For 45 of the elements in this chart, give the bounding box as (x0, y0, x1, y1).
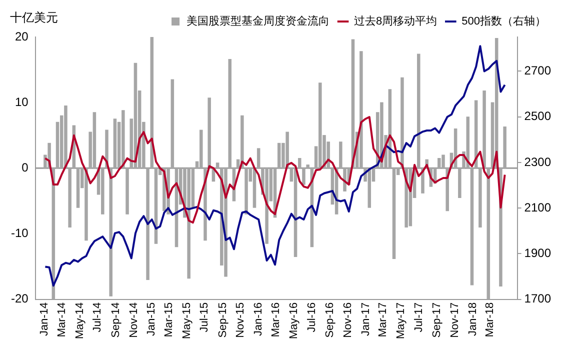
x-tick-label: Nov-15 (234, 302, 247, 338)
x-tick-label: Mar-15 (162, 302, 175, 338)
y-tick-label: -10 (11, 226, 29, 240)
x-tick-label: Jan-18 (466, 302, 479, 336)
y2-tick-label: 2100 (524, 200, 552, 214)
x-tick-label: Mar-17 (377, 302, 390, 338)
x-tick-label: Jul-14 (92, 302, 104, 332)
x-tick-label: Sep-16 (324, 302, 336, 338)
x-tick-label: Sep-14 (110, 302, 122, 338)
legend-label: 过去8周移动平均 (354, 14, 438, 28)
x-tick-label: May-15 (180, 302, 193, 340)
bar (265, 168, 268, 244)
x-tick-label: May-17 (395, 302, 408, 340)
y-axis-title: 十亿美元 (10, 10, 58, 24)
x-tick-label: Sep-17 (431, 302, 444, 338)
y2-tick-label: 1700 (524, 292, 552, 306)
x-tick-label: Sep-15 (216, 302, 229, 338)
x-tick-label: Jul-15 (198, 302, 211, 332)
x-tick-label: Jan-14 (38, 302, 51, 336)
x-tick-label: Mar-18 (484, 302, 496, 338)
y-tick-label: 10 (14, 94, 29, 109)
y-tick-label: 20 (14, 29, 29, 44)
legend-label: 美国股票型基金周度资金流向 (186, 14, 330, 28)
x-tick-label: May-16 (288, 302, 300, 340)
x-tick-label: Nov-17 (449, 302, 462, 338)
bar (187, 168, 190, 279)
y2-tick-label: 1900 (524, 246, 552, 260)
x-tick-label: Jan-15 (146, 302, 158, 336)
x-tick-label: Nov-16 (342, 302, 354, 338)
x-tick-label: Jan-17 (360, 302, 372, 336)
x-tick-label: Mar-14 (56, 302, 68, 338)
y2-tick-label: 2500 (524, 109, 552, 124)
x-tick-label: Jul-17 (412, 302, 425, 332)
x-tick-label: May-14 (74, 302, 86, 340)
bar (208, 98, 211, 168)
x-tick-label: Nov-14 (128, 302, 140, 338)
y2-tick-label: 2700 (524, 64, 552, 78)
bar (318, 82, 322, 168)
y-tick-label: -20 (11, 292, 29, 306)
y-tick-label: 0 (22, 160, 29, 174)
x-tick-label: Jan-16 (252, 302, 265, 336)
x-tick-label: Mar-16 (270, 302, 282, 338)
legend-label: 500指数（右轴） (462, 14, 546, 28)
y2-tick-label: 2300 (524, 154, 552, 169)
x-tick-label: Jul-16 (306, 302, 318, 332)
